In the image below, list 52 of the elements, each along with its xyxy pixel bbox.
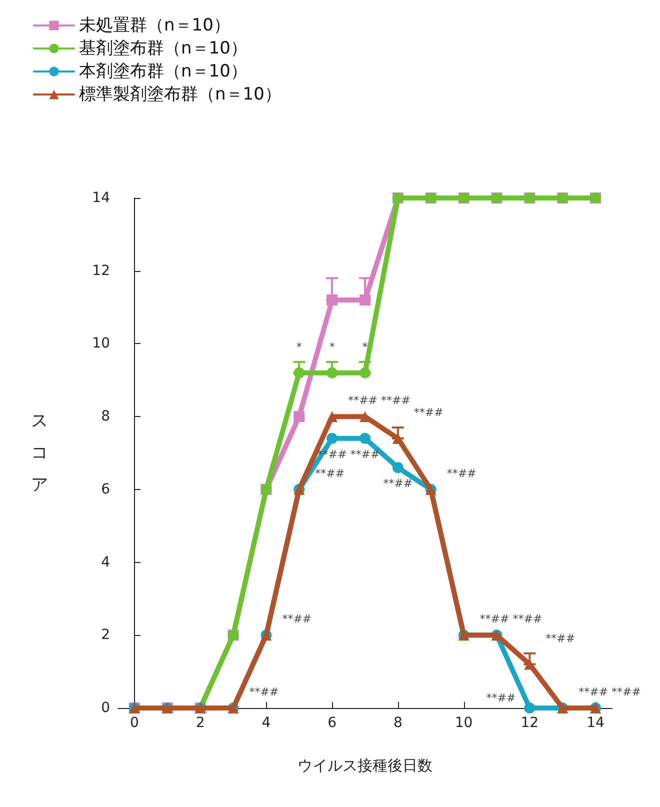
x-tick-label: 6: [328, 715, 337, 731]
annotation: **##: [249, 686, 279, 698]
y-tick-label: 0: [101, 700, 110, 716]
annotation: **##: [350, 448, 380, 461]
legend-label: 未処置群（n＝10）: [79, 16, 230, 36]
point: [360, 432, 370, 444]
annotation: **##: [486, 692, 516, 704]
point: [294, 367, 305, 378]
legend-label: 標準製剤塗布群（n＝10）: [79, 84, 282, 104]
annotation: *: [329, 340, 336, 354]
point: [326, 411, 338, 422]
x-tick-label: 10: [454, 715, 473, 731]
point: [326, 367, 338, 378]
legend-label: 本剤塗布群（n＝10）: [79, 62, 248, 82]
x-axis-title: ウイルス接種後日数: [298, 756, 432, 774]
y-tick-label: 4: [101, 554, 110, 570]
y-tick-label: 10: [92, 336, 110, 352]
y-axis-title: スコア: [31, 411, 48, 495]
annotation: **##: [546, 632, 576, 645]
annotation: **##: [315, 466, 345, 480]
x-tick-label: 12: [520, 715, 539, 731]
annotation: **##: [348, 394, 378, 408]
y-tick-label: 8: [101, 408, 110, 425]
x-tick-label: 4: [262, 715, 271, 731]
annotation: **##: [381, 394, 410, 408]
y-tick-label: 2: [101, 627, 110, 644]
annotation: *: [362, 340, 368, 354]
x-tick-label: 14: [586, 715, 605, 731]
x-tick-label: 0: [130, 715, 139, 731]
y-tick-label: 6: [101, 481, 110, 498]
x-tick-label: 8: [393, 715, 402, 731]
point: [326, 294, 338, 306]
annotation: **##: [578, 686, 608, 698]
point: [360, 294, 370, 306]
point: [524, 702, 536, 714]
point: [294, 411, 305, 422]
annotation: **##: [282, 612, 312, 626]
point: [326, 432, 338, 444]
legend-label: 基剤塗布群（n＝10）: [79, 38, 248, 58]
annotation: **##: [480, 612, 510, 626]
point: [392, 462, 404, 474]
annotation: **##: [383, 477, 413, 490]
annotation: **##: [612, 686, 641, 698]
y-tick-label: 12: [92, 262, 110, 279]
point: [360, 367, 370, 378]
annotation: *: [296, 340, 302, 354]
annotation: **##: [512, 612, 542, 626]
annotation: **##: [446, 466, 476, 480]
point: [360, 411, 370, 422]
x-tick-label: 2: [196, 715, 205, 731]
y-tick-label: 14: [92, 190, 110, 206]
annotation: **##: [414, 406, 444, 419]
